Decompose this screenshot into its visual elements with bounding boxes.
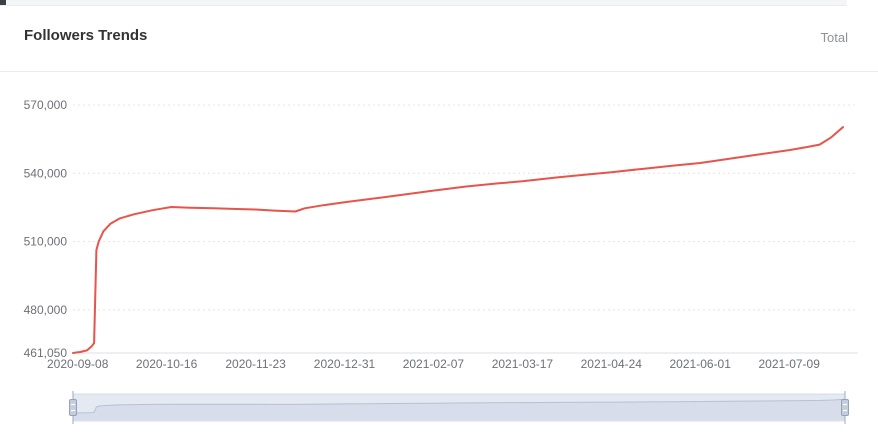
y-tick-label: 461,050 [24, 346, 68, 360]
plot-area[interactable] [73, 88, 858, 353]
x-tick-label: 2020-12-31 [314, 357, 376, 371]
slider-data-shadow-line [72, 398, 846, 414]
y-tick-label: 570,000 [24, 98, 68, 112]
x-tick-label: 2021-07-09 [759, 357, 821, 371]
x-tick-label: 2021-04-24 [581, 357, 643, 371]
page-title: Followers Trends [24, 27, 148, 44]
datazoom-left-handle[interactable] [65, 388, 81, 427]
x-tick-label: 2020-11-23 [225, 357, 286, 371]
x-tick-label: 2020-09-08 [47, 357, 109, 371]
y-tick-label: 480,000 [24, 303, 68, 317]
x-tick-label: 2021-02-07 [403, 357, 465, 371]
datazoom-track[interactable] [73, 394, 845, 421]
slider-handle-right[interactable] [841, 399, 849, 416]
datazoom-right-handle[interactable] [837, 388, 853, 427]
top-strip-notch [0, 0, 6, 5]
y-tick-label: 540,000 [24, 166, 68, 180]
trend-line [72, 126, 844, 354]
slider-selected-range[interactable] [73, 394, 845, 421]
x-tick-label: 2021-06-01 [670, 357, 732, 371]
y-tick-label: 510,000 [24, 235, 68, 249]
legend-item-total[interactable]: Total [820, 30, 848, 45]
x-tick-label: 2021-03-17 [492, 357, 554, 371]
slider-handle-left[interactable] [69, 399, 77, 416]
top-strip [0, 0, 847, 6]
x-tick-label: 2020-10-16 [136, 357, 198, 371]
header-divider [0, 71, 878, 72]
